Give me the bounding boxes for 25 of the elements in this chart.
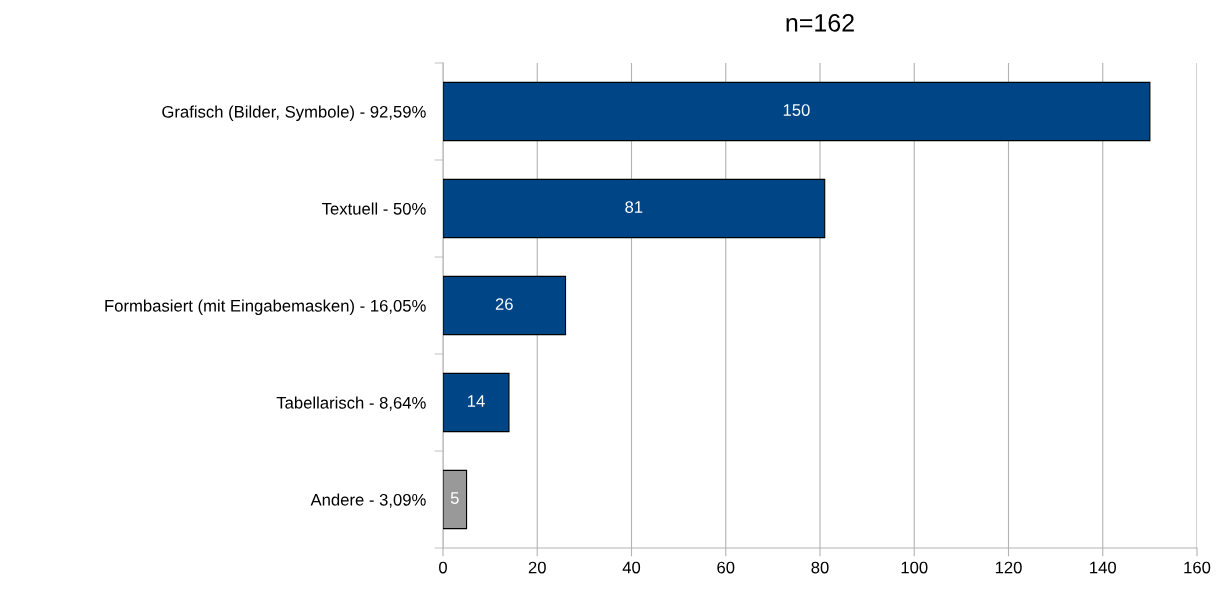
y-tick-label: Textuell - 50% [322,202,426,215]
bar [443,372,510,433]
y-tick-label: Formbasiert (mit Eingabemasken) - 16,05% [105,299,426,315]
data-label: 26 [495,298,513,310]
x-tick-label: 120 [995,561,1022,574]
y-tick-label: Tabellarisch - 8,64% [276,396,426,411]
chart-title: n=162 [786,14,854,32]
data-label: 150 [783,104,810,116]
data-label: 14 [467,395,485,407]
bar [443,469,468,530]
y-tick-label: Andere - 3,09% [310,493,426,508]
x-tick-label: 0 [439,561,447,574]
y-tick-label: Grafisch (Bilder, Symbole) - 92,59% [162,105,426,121]
x-tick-label: 140 [1090,561,1116,574]
x-tick-label: 80 [811,561,829,574]
data-label: 5 [450,492,459,504]
bar [443,178,826,239]
x-tick-label: 60 [717,561,735,574]
x-tick-label: 20 [528,561,546,574]
data-label: 81 [625,201,643,213]
x-tick-label: 160 [1184,561,1211,574]
bar [443,81,1151,142]
x-tick-label: 40 [622,561,641,574]
bar [443,275,567,336]
x-tick-label: 100 [901,561,928,574]
